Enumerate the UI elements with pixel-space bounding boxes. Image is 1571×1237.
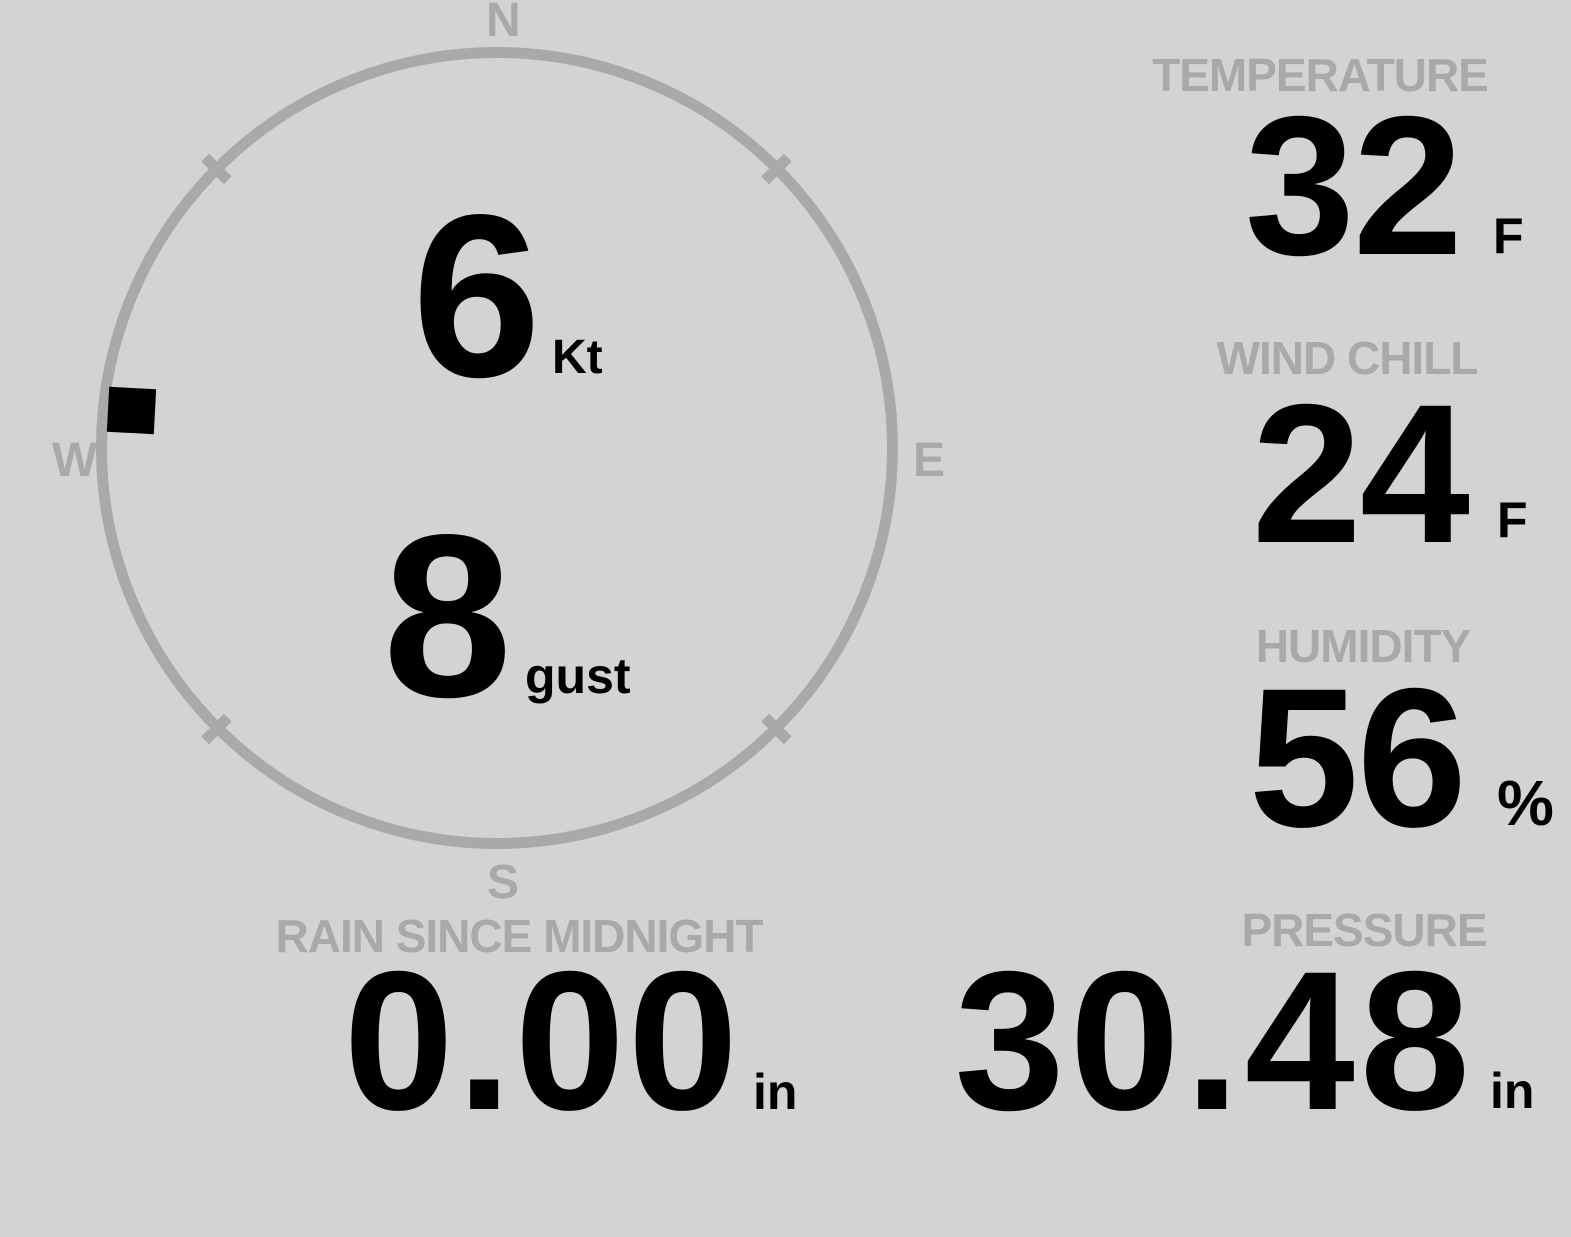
compass-cardinal-east: E bbox=[913, 434, 946, 487]
rain-value: 0.00 bbox=[343, 930, 741, 1151]
wind-gust-value: 8 bbox=[383, 487, 512, 746]
pressure-unit: in bbox=[1490, 1063, 1535, 1119]
wind-chill-value: 24 bbox=[1251, 363, 1470, 584]
temperature-unit: F bbox=[1493, 208, 1524, 264]
compass-ring bbox=[96, 47, 898, 849]
temperature-label: TEMPERATURE bbox=[1152, 49, 1489, 101]
temperature-value: 32 bbox=[1244, 75, 1463, 296]
wind-direction-marker bbox=[106, 386, 157, 435]
wind-speed-unit: Kt bbox=[552, 331, 603, 384]
rain-unit: in bbox=[753, 1064, 798, 1120]
wind-chill-label: WIND CHILL bbox=[1216, 332, 1479, 384]
compass-cardinal-south: S bbox=[487, 856, 520, 909]
wind-speed-value: 6 bbox=[412, 167, 541, 426]
humidity-unit: % bbox=[1497, 767, 1554, 839]
humidity-label: HUMIDITY bbox=[1255, 620, 1471, 672]
pressure-value: 30.48 bbox=[954, 930, 1475, 1151]
compass-cardinal-north: N bbox=[486, 0, 521, 47]
humidity-value: 56 bbox=[1248, 647, 1467, 868]
wind-gust-unit: gust bbox=[525, 648, 631, 704]
compass-cardinal-west: W bbox=[52, 434, 98, 487]
pressure-label: PRESSURE bbox=[1241, 904, 1487, 956]
rain-label: RAIN SINCE MIDNIGHT bbox=[275, 910, 764, 962]
wind-chill-unit: F bbox=[1497, 492, 1528, 548]
